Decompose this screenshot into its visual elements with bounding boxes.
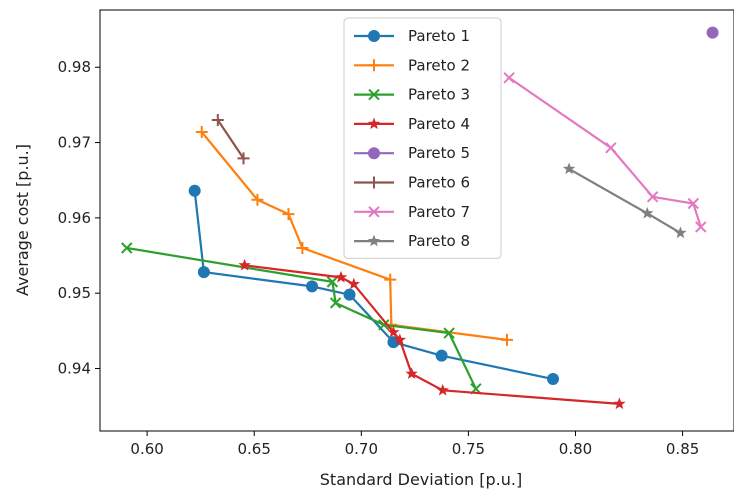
series-1 (188, 184, 560, 386)
data-point (121, 242, 133, 254)
x-tick-label: 0.60 (130, 440, 163, 458)
legend-marker (368, 176, 380, 189)
legend-label: Pareto 5 (408, 144, 470, 162)
data-point (500, 333, 513, 346)
series-7 (503, 72, 707, 233)
data-point (343, 288, 356, 301)
data-point (211, 113, 224, 126)
legend-marker (367, 117, 381, 130)
data-point (706, 26, 719, 39)
series-line (508, 76, 702, 228)
legend-marker (368, 88, 380, 101)
legend-label: Pareto 4 (408, 115, 470, 133)
series-6 (211, 113, 250, 165)
data-point (188, 184, 201, 197)
legend-entry: Pareto 7 (354, 203, 470, 221)
series-4 (238, 258, 626, 410)
data-point (296, 241, 309, 254)
legend-entry: Pareto 2 (354, 56, 470, 74)
axes-layer: 0.60 0.65 0.70 0.75 0.80 0.85 0.94 0.95 0.96 0.97… (58, 9, 734, 458)
y-tick-label: 0.95 (58, 284, 91, 302)
series-5 (706, 26, 719, 39)
y-axis-title: Average cost [p.u.] (13, 144, 32, 296)
series-layer (121, 26, 719, 410)
y-tick-label: 0.98 (58, 58, 91, 76)
legend-label: Pareto 6 (408, 174, 470, 192)
data-point (503, 72, 515, 84)
legend-label: Pareto 8 (408, 232, 470, 250)
data-point (378, 319, 390, 331)
legend-entry: Pareto 4 (354, 115, 470, 133)
data-point (613, 397, 626, 410)
data-point (646, 191, 659, 203)
data-point (562, 162, 576, 175)
legend-label: Pareto 1 (408, 27, 470, 45)
x-tick-label: 0.85 (666, 440, 699, 458)
data-point (334, 270, 348, 283)
series-3 (121, 242, 482, 395)
data-point (197, 266, 210, 279)
data-point (195, 126, 208, 139)
x-tick-label: 0.65 (238, 440, 271, 458)
series-line (244, 264, 620, 405)
data-point (674, 226, 687, 239)
series-line (126, 246, 477, 390)
data-point (443, 327, 455, 339)
data-point (282, 208, 295, 221)
data-point (237, 152, 250, 165)
data-point (605, 142, 617, 154)
data-point (387, 325, 400, 338)
legend-box (343, 17, 502, 259)
y-tick-label: 0.96 (58, 209, 91, 227)
legend-entry: Pareto 5 (354, 144, 470, 162)
legend-label: Pareto 7 (408, 203, 470, 221)
x-tick-label: 0.70 (345, 440, 378, 458)
legend-marker (367, 234, 381, 247)
series-line (568, 167, 682, 234)
data-point (547, 373, 560, 386)
data-point (238, 258, 251, 271)
data-point (405, 367, 418, 380)
data-point (393, 333, 407, 346)
y-tick-label: 0.97 (58, 134, 91, 152)
x-tick-label: 0.75 (452, 440, 485, 458)
data-point (436, 383, 449, 396)
legend: Pareto 1 Pareto 2 Pareto 3 Pareto 4 Pareto 5… (343, 17, 502, 259)
data-point (251, 193, 264, 206)
legend-entry: Pareto 8 (354, 232, 470, 250)
data-point (695, 221, 707, 233)
legend-marker (368, 59, 380, 72)
legend-entry: Pareto 6 (354, 174, 470, 192)
data-point (384, 273, 397, 286)
plot-frame (99, 9, 734, 432)
series-line (216, 119, 245, 159)
y-tick-label: 0.94 (58, 359, 91, 377)
legend-entry: Pareto 1 (354, 27, 470, 45)
data-point (347, 277, 360, 290)
data-point (329, 297, 342, 309)
data-point (435, 349, 448, 362)
legend-entry: Pareto 3 (354, 86, 470, 104)
legend-marker (368, 30, 380, 42)
legend-label: Pareto 2 (408, 56, 470, 74)
x-axis-title: Standard Deviation [p.u.] (320, 470, 522, 489)
data-point (326, 276, 339, 288)
data-point (687, 197, 700, 210)
legend-marker (368, 206, 380, 218)
data-point (306, 280, 319, 293)
x-tick-label: 0.80 (559, 440, 592, 458)
series-8 (562, 162, 687, 239)
legend-label: Pareto 3 (408, 86, 470, 104)
legend-marker (368, 147, 380, 160)
data-point (641, 206, 654, 219)
